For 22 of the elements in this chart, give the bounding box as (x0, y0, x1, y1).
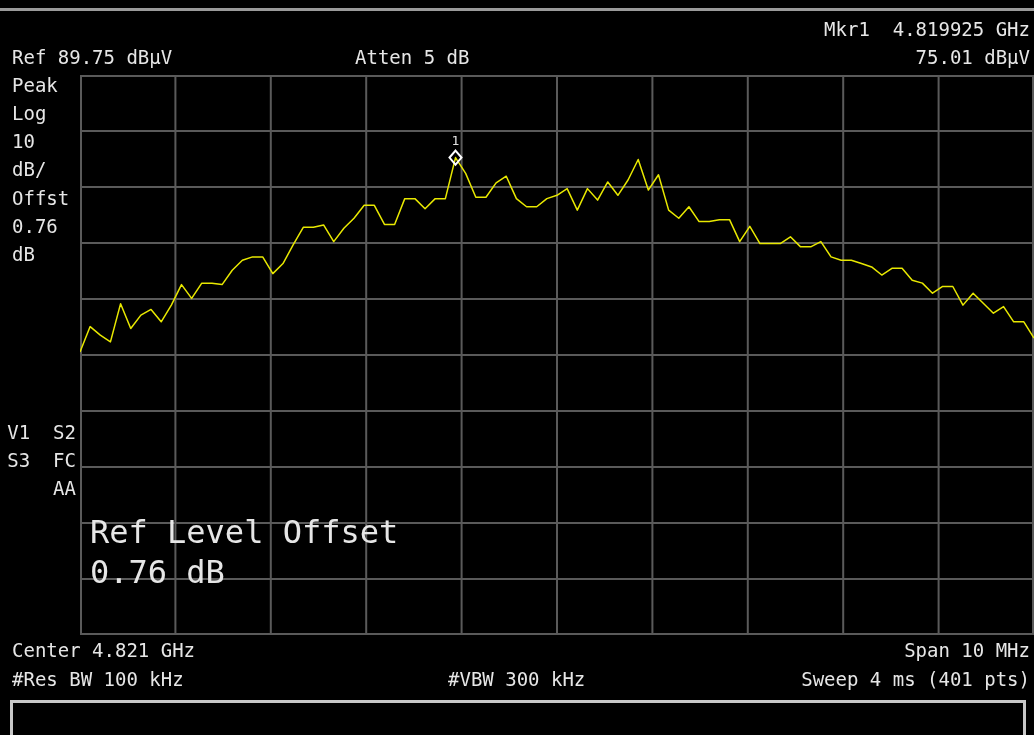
text: S3 FC (7, 449, 76, 473)
annotation: Ref Level Offset (90, 512, 399, 552)
text: Log (12, 102, 47, 126)
text: 0.76 (12, 215, 58, 239)
text: Ref 89.75 dBµV (12, 46, 173, 70)
text: V1 S2 (7, 421, 76, 445)
text: dB (12, 243, 35, 267)
text: #VBW 300 kHz (448, 668, 586, 692)
text: dB/ (12, 158, 47, 182)
annotation: 0.76 dB (90, 552, 225, 592)
text: Peak (12, 74, 58, 98)
text: 10 (12, 130, 35, 154)
text: Offst (12, 187, 70, 211)
text: Mkr1 4.819925 GHz (824, 18, 1030, 42)
text: Center 4.821 GHz (12, 639, 196, 663)
text: 75.01 dBµV (915, 46, 1030, 70)
text: Atten 5 dB (355, 46, 470, 70)
text: Sweep 4 ms (401 pts) (801, 668, 1030, 692)
text: #Res BW 100 kHz (12, 668, 184, 692)
annotation: 1 (451, 133, 460, 149)
text: Span 10 MHz (904, 639, 1030, 663)
text: AA (53, 477, 76, 501)
